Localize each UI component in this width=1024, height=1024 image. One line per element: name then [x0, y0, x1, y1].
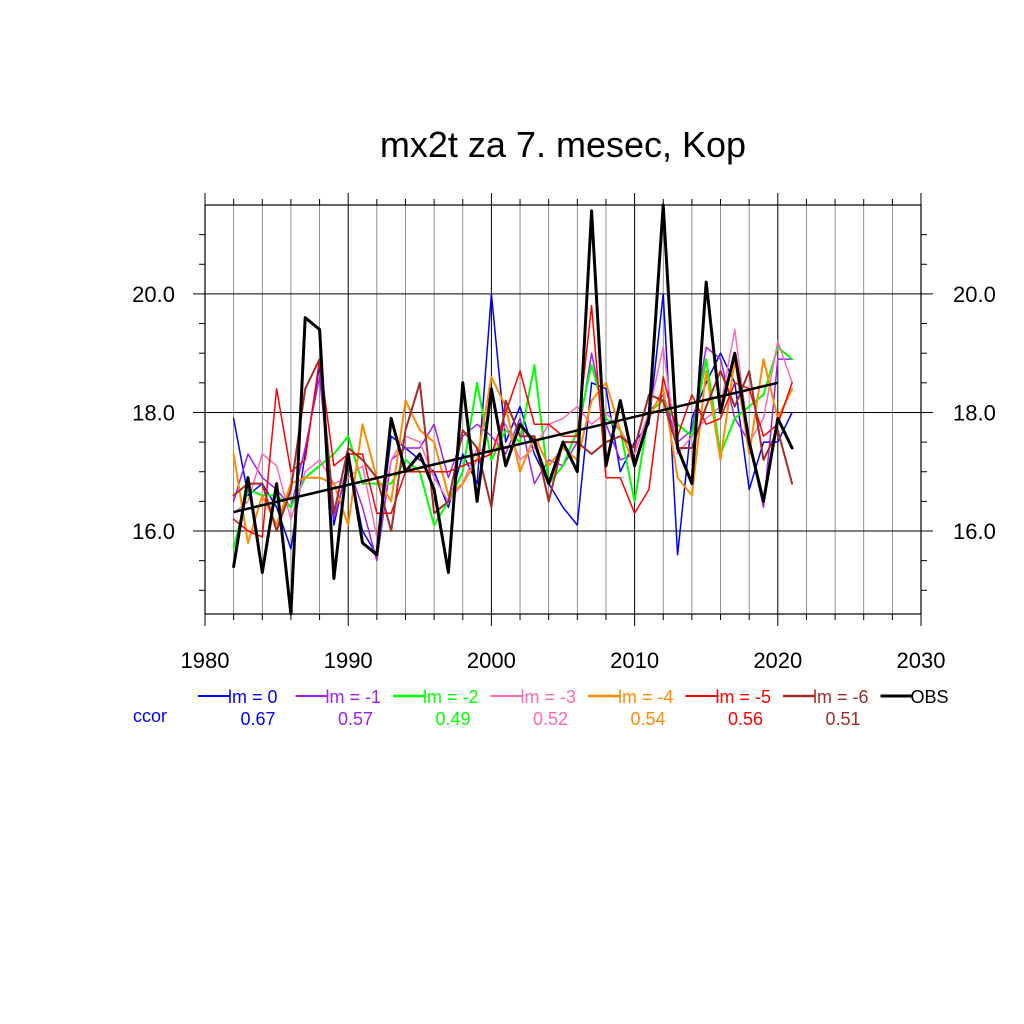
- legend-label-0: lm = 0: [228, 687, 278, 707]
- axes: 1980 1990 2000 2010 2020 2030 16.0 16.0 18.0 18.0…: [132, 193, 996, 673]
- chart-title: mx2t za 7. mesec, Kop: [380, 124, 746, 165]
- ccor-value-1: 0.57: [338, 709, 373, 729]
- grid: [205, 205, 921, 614]
- trend-line: [233, 381, 779, 514]
- ccor-value-2: 0.49: [435, 709, 470, 729]
- x-tick-label: 2010: [610, 648, 659, 673]
- legend-label-5: lm = -5: [716, 687, 772, 707]
- ccor-label: ccor: [133, 706, 167, 726]
- legend-label-1: lm = -1: [326, 687, 382, 707]
- plot-frame: [204, 204, 922, 615]
- series-line-4: [232, 358, 794, 544]
- y-tick-label-right: 20.0: [953, 282, 996, 307]
- x-tick-label: 1990: [324, 648, 373, 673]
- x-tick-label: 1980: [181, 648, 230, 673]
- y-tick-label-left: 16.0: [132, 519, 175, 544]
- ccor-value-3: 0.52: [533, 709, 568, 729]
- legend-label-6: lm = -6: [813, 687, 869, 707]
- legend-label-4: lm = -4: [618, 687, 674, 707]
- x-tick-label: 2000: [467, 648, 516, 673]
- trend-group: [233, 381, 779, 514]
- x-tick-label: 2030: [897, 648, 946, 673]
- ccor-value-4: 0.54: [630, 709, 665, 729]
- series-line-5: [232, 305, 793, 538]
- legend-label-7: OBS: [911, 687, 949, 707]
- y-tick-label-left: 20.0: [132, 282, 175, 307]
- x-tick-label: 2020: [753, 648, 802, 673]
- y-tick-label-left: 18.0: [132, 400, 175, 425]
- y-tick-label-right: 16.0: [953, 519, 996, 544]
- legend-label-3: lm = -3: [521, 687, 577, 707]
- ccor-value-5: 0.56: [728, 709, 763, 729]
- legend-label-2: lm = -2: [423, 687, 479, 707]
- ccor-value-6: 0.51: [825, 709, 860, 729]
- ccor-value-0: 0.67: [240, 709, 275, 729]
- y-tick-label-right: 18.0: [953, 400, 996, 425]
